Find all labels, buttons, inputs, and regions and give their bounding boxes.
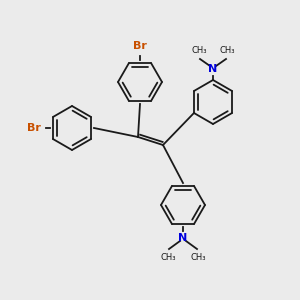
Text: CH₃: CH₃	[160, 253, 176, 262]
Text: N: N	[178, 233, 188, 243]
Text: CH₃: CH₃	[191, 46, 207, 55]
Text: Br: Br	[133, 41, 147, 51]
Text: CH₃: CH₃	[219, 46, 235, 55]
Text: N: N	[208, 64, 217, 74]
Text: Br: Br	[27, 123, 41, 133]
Text: CH₃: CH₃	[190, 253, 206, 262]
